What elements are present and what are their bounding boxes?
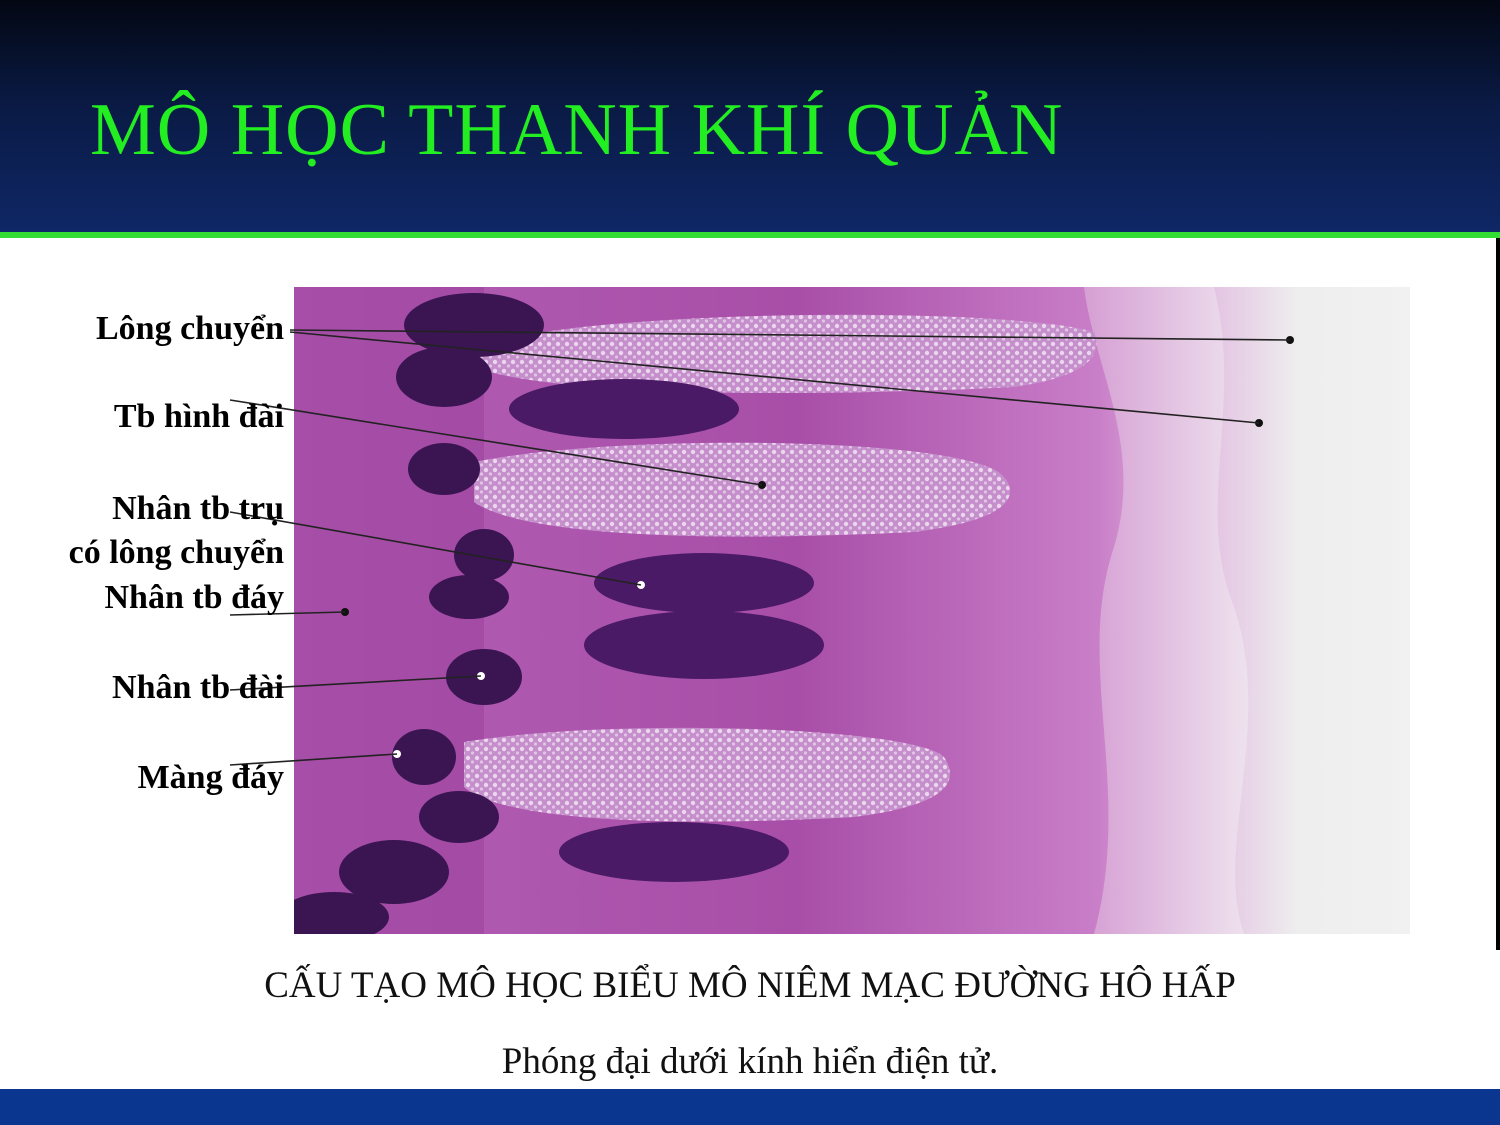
label-basal-cell-nucleus: Nhân tb đáy <box>104 579 284 616</box>
label-goblet-cell-nucleus: Nhân tb đài <box>112 669 284 706</box>
label-goblet-cell: Tb hình đài <box>113 398 284 435</box>
label-basement-membrane: Màng đáy <box>137 759 284 796</box>
micrograph-image <box>294 287 1410 934</box>
header-divider <box>0 232 1500 238</box>
slide-footer <box>0 1089 1500 1125</box>
label-ciliated-columnar-nucleus: Nhân tb trụ <box>112 490 284 527</box>
label-cilia: Lông chuyển <box>96 310 284 347</box>
label-ciliated-columnar-nucleus-2: có lông chuyển <box>68 534 284 571</box>
caption-main: CẤU TẠO MÔ HỌC BIỂU MÔ NIÊM MẠC ĐƯỜNG HÔ… <box>264 965 1236 1006</box>
slide-header: MÔ HỌC THANH KHÍ QUẢN <box>0 0 1500 232</box>
slide-title: MÔ HỌC THANH KHÍ QUẢN <box>90 89 1064 171</box>
caption-sub: Phóng đại dưới kính hiển điện tử. <box>501 1041 999 1082</box>
edge-strip <box>1496 238 1500 950</box>
